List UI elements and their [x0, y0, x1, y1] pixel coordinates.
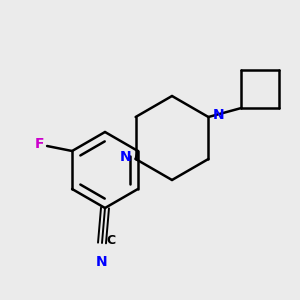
Text: N: N	[212, 108, 224, 122]
Text: F: F	[34, 137, 44, 151]
Text: C: C	[106, 235, 115, 248]
Text: N: N	[96, 255, 108, 269]
Text: N: N	[120, 150, 132, 164]
